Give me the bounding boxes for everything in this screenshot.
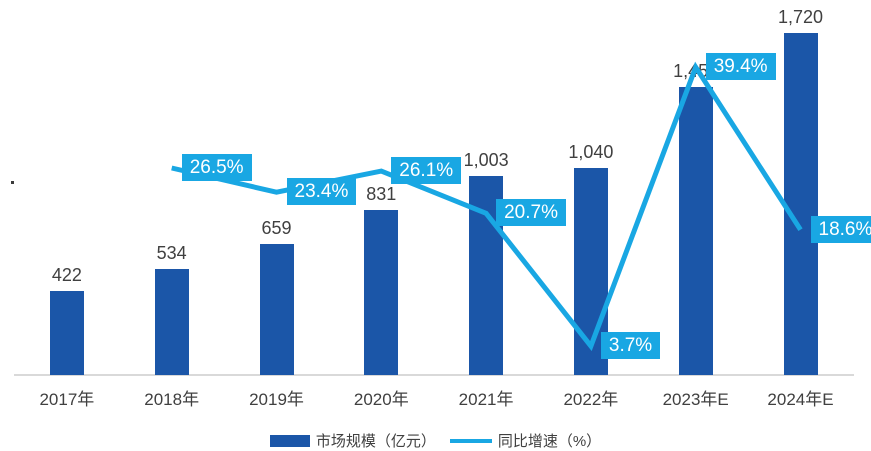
market-size-bar <box>259 243 294 375</box>
x-axis-label: 2019年 <box>249 390 304 409</box>
growth-rate-badge: 23.4% <box>286 178 357 206</box>
x-axis-label: 2020年 <box>353 390 409 409</box>
legend-label-growth-rate: 同比增速（%） <box>497 433 602 450</box>
x-axis-label: 2018年 <box>144 390 200 409</box>
market-size-bar <box>678 86 713 375</box>
bar-value-label: 1,003 <box>463 149 509 170</box>
legend-item-growth-rate: 同比增速（%） <box>449 430 602 451</box>
bar-value-label: 1,720 <box>777 6 824 27</box>
growth-rate-badge: 26.5% <box>181 154 252 181</box>
market-size-bar <box>364 209 399 375</box>
x-axis-label: 2024年E <box>767 390 834 409</box>
x-axis-label: 2017年 <box>39 390 95 409</box>
legend-item-market-size: 市场规模（亿元） <box>269 430 436 451</box>
growth-rate-badge: 18.6% <box>810 215 871 243</box>
bar-value-label: 831 <box>366 183 397 204</box>
bar-value-label: 659 <box>261 217 292 238</box>
growth-rate-badge: 26.1% <box>391 157 462 185</box>
bar-value-label: 1,040 <box>568 142 614 163</box>
line-series-swatch-icon <box>449 438 492 443</box>
bar-series-swatch-icon <box>269 434 310 447</box>
growth-rate-badge: 3.7% <box>600 332 661 360</box>
market-size-bar <box>49 291 84 375</box>
bar-value-label: 534 <box>156 242 187 263</box>
bar-value-label: 422 <box>51 265 82 285</box>
legend-label-market-size: 市场规模（亿元） <box>315 433 436 450</box>
market-size-bar <box>154 268 189 375</box>
x-axis-label: 2021年 <box>458 390 514 409</box>
x-axis-label: 2022年 <box>563 390 619 409</box>
market-size-bar <box>783 32 818 375</box>
growth-rate-badge: 20.7% <box>496 199 566 227</box>
growth-rate-badge: 39.4% <box>705 53 776 81</box>
chart-legend: 市场规模（亿元） 同比增速（%） <box>0 430 871 451</box>
x-axis-line <box>14 374 854 376</box>
x-axis-label: 2023年E <box>662 390 729 409</box>
stray-mark <box>11 181 14 184</box>
